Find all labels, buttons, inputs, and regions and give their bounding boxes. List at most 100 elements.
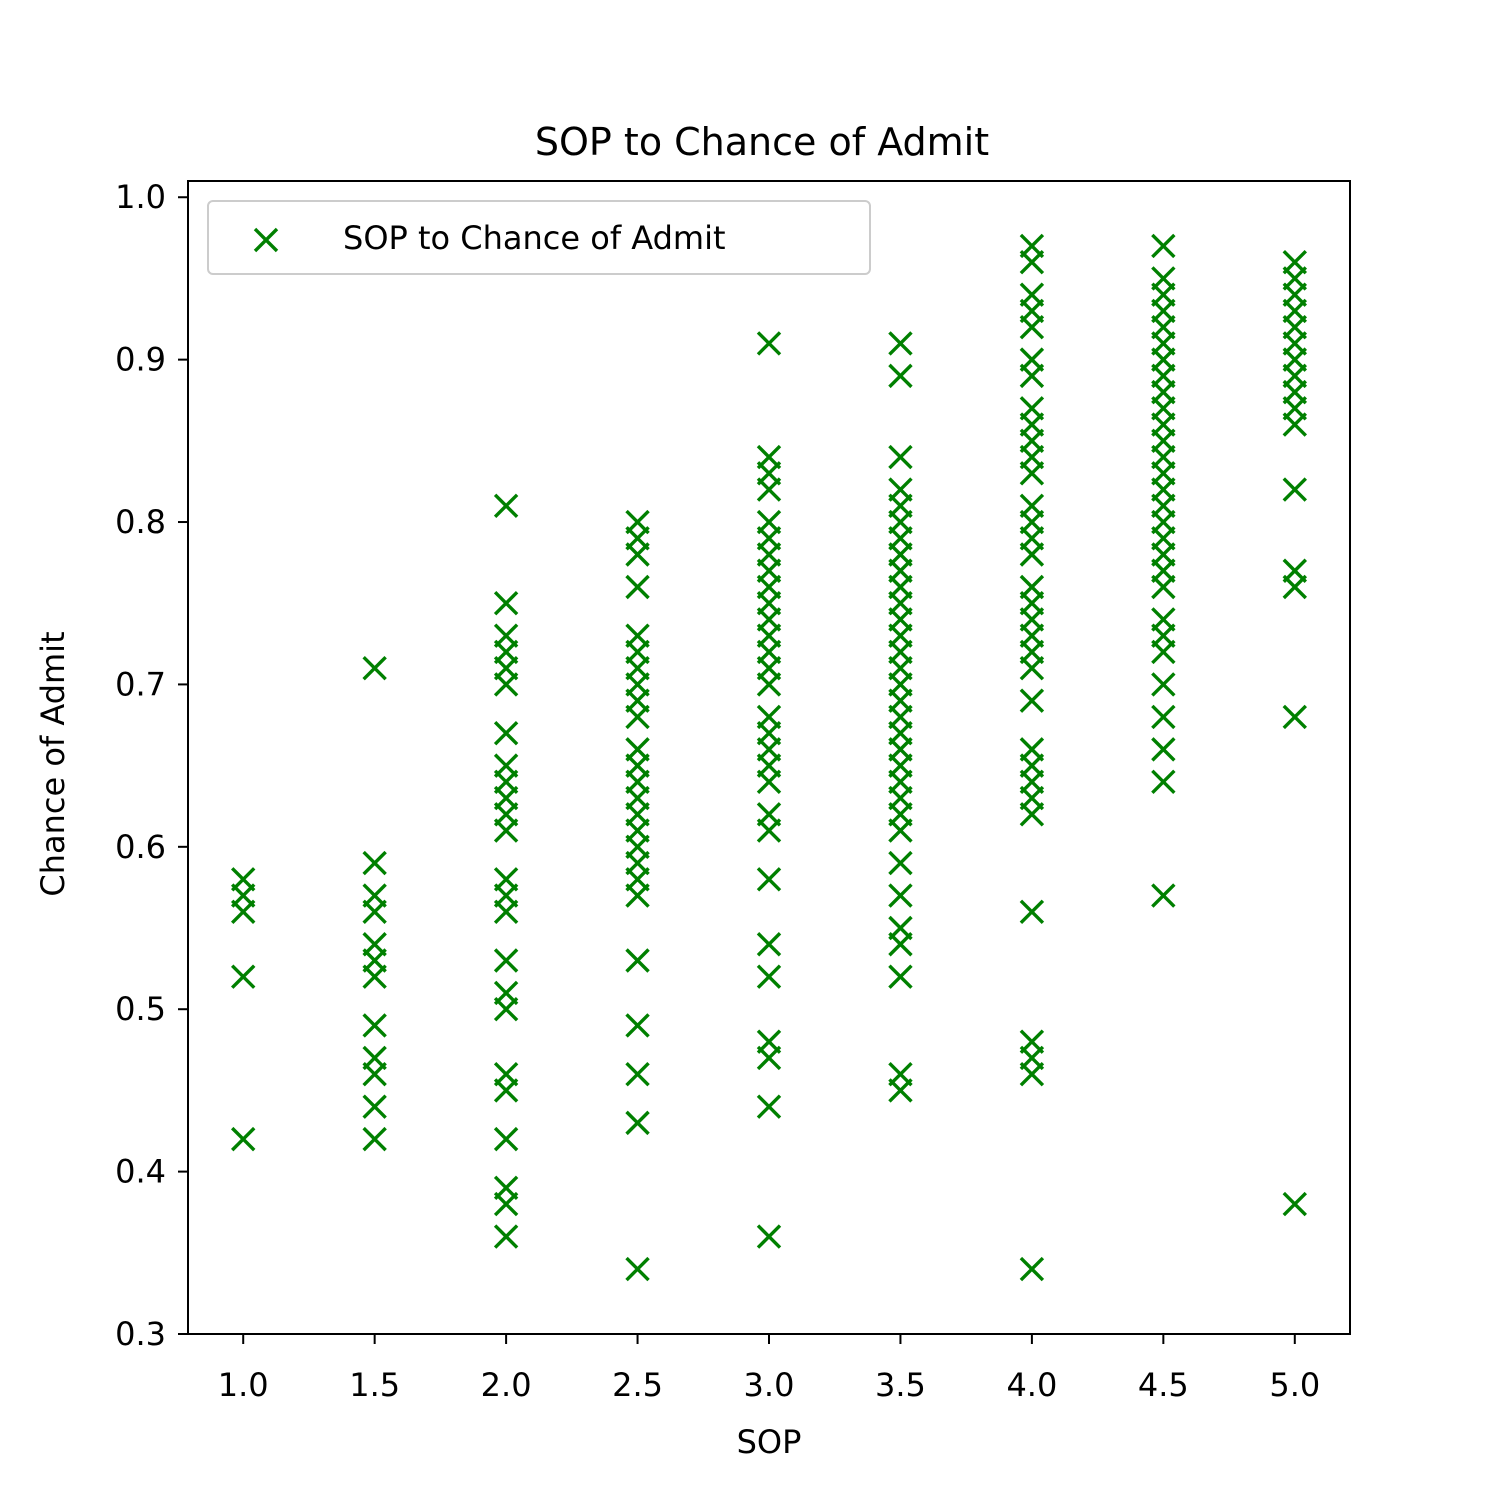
- data-point: [1019, 1061, 1045, 1087]
- x-axis: 1.0 1.5 2.0 2.5 3.0 3.5 4.0 4.5 5.0: [218, 1334, 1320, 1404]
- y-tick-label: 0.9: [115, 341, 166, 379]
- data-point: [231, 1126, 256, 1152]
- data-point: [888, 331, 913, 356]
- data-point: [1282, 477, 1307, 502]
- x-tick-label: 3.0: [744, 1366, 795, 1404]
- data-point: [493, 818, 519, 843]
- x-tick-label: 4.5: [1138, 1366, 1189, 1404]
- data-point: [888, 1078, 913, 1103]
- data-point: [756, 818, 782, 843]
- data-point: [756, 769, 782, 795]
- data-point: [625, 883, 650, 908]
- legend-marker: [253, 227, 279, 253]
- data-point: [362, 899, 387, 924]
- data-point: [362, 1013, 387, 1038]
- data-point: [625, 1061, 650, 1087]
- y-tick-label: 0.3: [115, 1315, 166, 1353]
- data-point: [625, 574, 650, 600]
- data-point: [493, 1191, 519, 1217]
- data-point: [625, 1110, 650, 1136]
- data-point: [362, 1126, 387, 1152]
- data-point: [1019, 461, 1045, 486]
- data-point: [231, 899, 256, 924]
- legend: SOP to Chance of Admit: [207, 200, 871, 275]
- data-point: [1151, 704, 1176, 730]
- data-point: [625, 542, 650, 567]
- data-point: [756, 964, 782, 989]
- data-point: [362, 655, 387, 681]
- data-point: [1282, 704, 1307, 730]
- data-point: [1019, 363, 1045, 389]
- data-point: [1151, 769, 1176, 795]
- data-point: [1282, 574, 1307, 600]
- data-point: [888, 444, 913, 470]
- data-point: [493, 1126, 519, 1152]
- data-point: [493, 899, 519, 924]
- data-point: [1282, 1191, 1307, 1217]
- data-point: [625, 704, 650, 730]
- data-point: [1019, 655, 1045, 681]
- data-point: [756, 672, 782, 697]
- data-point: [493, 997, 519, 1022]
- data-point: [756, 1224, 782, 1249]
- data-point: [1019, 314, 1045, 340]
- data-point: [625, 948, 650, 973]
- data-point: [1019, 688, 1045, 713]
- data-point: [1151, 233, 1176, 259]
- data-point: [756, 477, 782, 502]
- x-axis-label: SOP: [737, 1423, 802, 1461]
- data-points: [231, 233, 1307, 1282]
- data-point: [493, 493, 519, 518]
- y-axis-label: Chance of Admit: [34, 631, 72, 896]
- legend-label: SOP to Chance of Admit: [343, 219, 726, 257]
- data-point: [756, 331, 782, 356]
- data-point: [1151, 672, 1176, 697]
- data-point: [1282, 412, 1307, 437]
- legend-box: [207, 200, 871, 275]
- data-point: [888, 363, 913, 389]
- data-point: [888, 850, 913, 876]
- data-point: [756, 1045, 782, 1071]
- y-tick-label: 0.8: [115, 503, 166, 541]
- data-point: [888, 818, 913, 843]
- x-tick-label: 2.5: [612, 1366, 663, 1404]
- data-point: [1019, 249, 1045, 275]
- data-point: [493, 1224, 519, 1249]
- data-point: [756, 867, 782, 892]
- data-point: [1151, 883, 1176, 908]
- data-point: [362, 1061, 387, 1087]
- y-tick-label: 0.5: [115, 990, 166, 1028]
- data-point: [493, 1078, 519, 1103]
- data-point: [1019, 542, 1045, 567]
- x-tick-label: 1.0: [218, 1366, 269, 1404]
- data-point: [362, 850, 387, 876]
- data-point: [1019, 899, 1045, 924]
- x-tick-label: 5.0: [1269, 1366, 1320, 1404]
- data-point: [756, 932, 782, 957]
- data-point: [1151, 574, 1176, 600]
- data-point: [1019, 802, 1045, 827]
- data-point: [493, 720, 519, 746]
- y-axis: 0.3 0.4 0.5 0.6 0.7 0.8 0.9 1.0: [115, 178, 188, 1353]
- data-point: [493, 591, 519, 616]
- legend-marker-symbol: [253, 227, 279, 253]
- data-point: [888, 883, 913, 908]
- y-tick-label: 0.4: [115, 1153, 166, 1191]
- data-point: [888, 932, 913, 957]
- data-point: [493, 948, 519, 973]
- data-point: [231, 964, 256, 989]
- data-point: [625, 1256, 650, 1282]
- x-tick-label: 3.5: [875, 1366, 926, 1404]
- data-point: [362, 964, 387, 989]
- x-tick-label: 1.5: [349, 1366, 400, 1404]
- x-tick-label: 4.0: [1006, 1366, 1057, 1404]
- y-tick-label: 0.6: [115, 828, 166, 866]
- chart-title: SOP to Chance of Admit: [535, 120, 989, 164]
- x-tick-label: 2.0: [481, 1366, 532, 1404]
- data-point: [1151, 737, 1176, 762]
- data-point: [756, 1094, 782, 1119]
- data-point: [1019, 1256, 1045, 1282]
- data-point: [362, 1094, 387, 1119]
- data-point: [888, 964, 913, 989]
